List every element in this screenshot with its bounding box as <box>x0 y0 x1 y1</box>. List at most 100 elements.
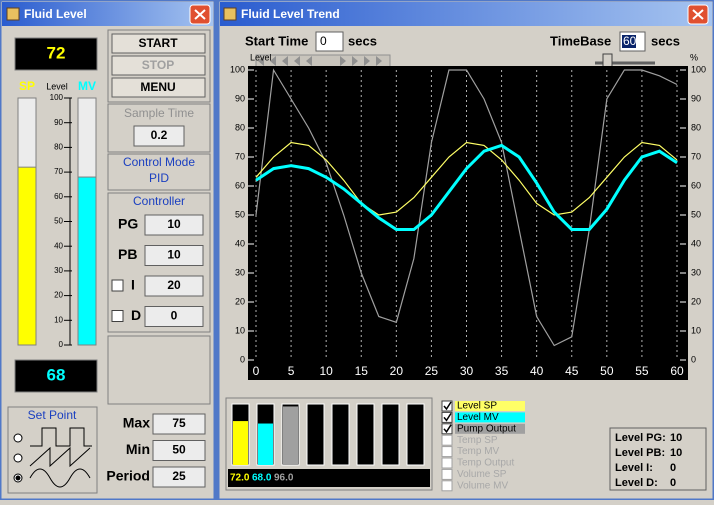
status-label: Level PB: <box>615 447 665 459</box>
y-tick-label: 80 <box>235 122 245 132</box>
field-value: 25 <box>172 469 186 483</box>
title-bar <box>2 2 213 26</box>
icon <box>223 7 237 21</box>
legend-label: Volume SP <box>457 469 507 480</box>
field[interactable] <box>144 245 204 266</box>
x-tick-label: 15 <box>355 364 369 378</box>
axis-label: Level <box>46 81 68 91</box>
x-tick-label: 30 <box>460 364 474 378</box>
y-tick-label: 50 <box>235 209 245 219</box>
meter-track <box>406 403 425 466</box>
y-tick-label: 70 <box>235 151 245 161</box>
legend-label: Temp SP <box>457 435 498 446</box>
field-value: 0.2 <box>151 128 168 142</box>
y-tick-label: 50 <box>54 217 63 226</box>
button[interactable] <box>111 77 206 98</box>
check <box>443 424 452 434</box>
group <box>107 153 211 191</box>
display <box>14 37 98 71</box>
legend-label: Level SP <box>457 401 497 412</box>
bar <box>77 176 97 346</box>
unit: secs <box>348 33 377 48</box>
legend-label: Volume MV <box>457 480 508 491</box>
radio[interactable] <box>13 453 23 463</box>
y2-tick-label: 60 <box>691 180 701 190</box>
status-label: Level D: <box>615 477 658 489</box>
button-label: MENU <box>140 80 175 94</box>
y2-tick-label: 20 <box>691 296 701 306</box>
y-tick-label: 10 <box>235 325 245 335</box>
y2-tick-label: 70 <box>691 151 701 161</box>
checkbox[interactable] <box>441 411 453 423</box>
status-value: 10 <box>670 447 682 459</box>
check <box>443 401 452 411</box>
field[interactable] <box>144 275 204 297</box>
y2-tick-label: 0 <box>691 354 696 364</box>
plot-area <box>248 66 688 380</box>
bar-label: MV <box>78 79 96 93</box>
y-tick-label: 20 <box>235 296 245 306</box>
checkbox[interactable] <box>441 468 453 480</box>
y-tick-label: 30 <box>235 267 245 277</box>
field-label: Period <box>106 468 150 484</box>
sp-display: 72 <box>47 43 66 62</box>
mv-display: 68 <box>47 365 66 384</box>
checkbox[interactable] <box>441 480 453 492</box>
group <box>107 29 211 103</box>
input[interactable] <box>315 31 344 52</box>
scroll-buttons[interactable] <box>255 54 391 69</box>
display <box>14 359 98 393</box>
field-value: 50 <box>172 443 186 457</box>
checkbox[interactable] <box>441 446 453 458</box>
title-bar <box>220 2 712 26</box>
button-label: STOP <box>142 58 174 72</box>
close-button[interactable] <box>687 4 709 25</box>
checkbox[interactable] <box>111 279 124 292</box>
x-tick-label: 20 <box>390 364 404 378</box>
legend-label: Level MV <box>457 412 499 423</box>
field[interactable] <box>152 440 206 461</box>
x-tick-label: 40 <box>530 364 544 378</box>
y2-tick-label: 50 <box>691 209 701 219</box>
button[interactable] <box>111 33 206 54</box>
checkbox[interactable] <box>441 457 453 469</box>
y-tick-label: 10 <box>54 315 63 324</box>
meter-label: 72.0 <box>230 473 250 484</box>
x-tick-label: 10 <box>319 364 333 378</box>
y-tick-label: 30 <box>54 266 63 275</box>
x-tick-label: 25 <box>425 364 439 378</box>
checkbox[interactable] <box>111 310 124 322</box>
checkbox[interactable] <box>441 434 453 446</box>
y2-tick-label: 40 <box>691 238 701 248</box>
field[interactable] <box>133 125 185 147</box>
field-value: 0 <box>171 309 178 323</box>
button[interactable] <box>111 55 206 76</box>
x-tick-label: 60 <box>670 364 684 378</box>
meter-bar <box>258 423 273 465</box>
close-button[interactable] <box>189 4 211 25</box>
group <box>107 103 211 153</box>
y-tick-label: 0 <box>240 354 245 364</box>
meter-bar <box>233 421 248 465</box>
field[interactable] <box>144 306 204 327</box>
y2-tick-label: 10 <box>691 325 701 335</box>
checkbox[interactable] <box>441 400 453 412</box>
series-line <box>255 141 678 216</box>
field[interactable] <box>152 413 206 435</box>
label: Sample Time <box>124 106 194 120</box>
y-tick-label: 70 <box>54 167 63 176</box>
radio[interactable] <box>13 433 23 443</box>
field[interactable] <box>144 214 204 236</box>
checkbox[interactable] <box>441 423 453 435</box>
label: TimeBase <box>550 33 611 48</box>
label: Control Mode <box>123 155 195 169</box>
window-title: Fluid Level <box>24 7 87 21</box>
status-box <box>609 427 707 491</box>
meter-label: 68.0 <box>252 473 272 484</box>
field[interactable] <box>152 466 206 488</box>
y-tick-label: 0 <box>59 340 64 349</box>
meter-label: 96.0 <box>274 473 294 484</box>
value: PID <box>149 171 169 185</box>
status-label: Level PG: <box>615 432 666 444</box>
icon <box>6 7 20 21</box>
